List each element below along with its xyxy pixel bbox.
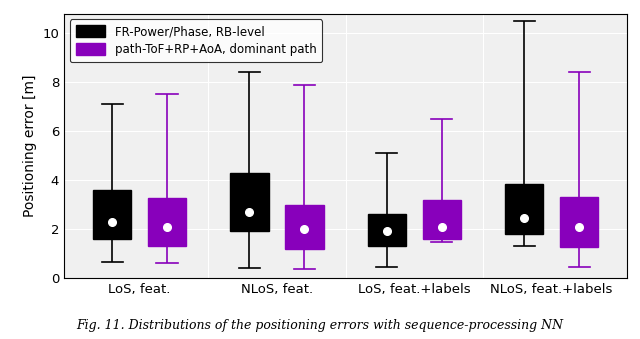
Bar <box>560 197 598 247</box>
Bar <box>93 190 131 239</box>
Legend: FR-Power/Phase, RB-level, path-ToF+RP+AoA, dominant path: FR-Power/Phase, RB-level, path-ToF+RP+Ao… <box>70 19 323 62</box>
Bar <box>148 198 186 246</box>
Bar <box>422 200 461 239</box>
Bar <box>505 184 543 234</box>
Bar <box>230 173 269 232</box>
Bar <box>367 214 406 246</box>
Text: Fig. 11. Distributions of the positioning errors with sequence-processing NN: Fig. 11. Distributions of the positionin… <box>76 319 564 332</box>
Bar <box>285 204 324 248</box>
Y-axis label: Positioning error [m]: Positioning error [m] <box>22 75 36 217</box>
